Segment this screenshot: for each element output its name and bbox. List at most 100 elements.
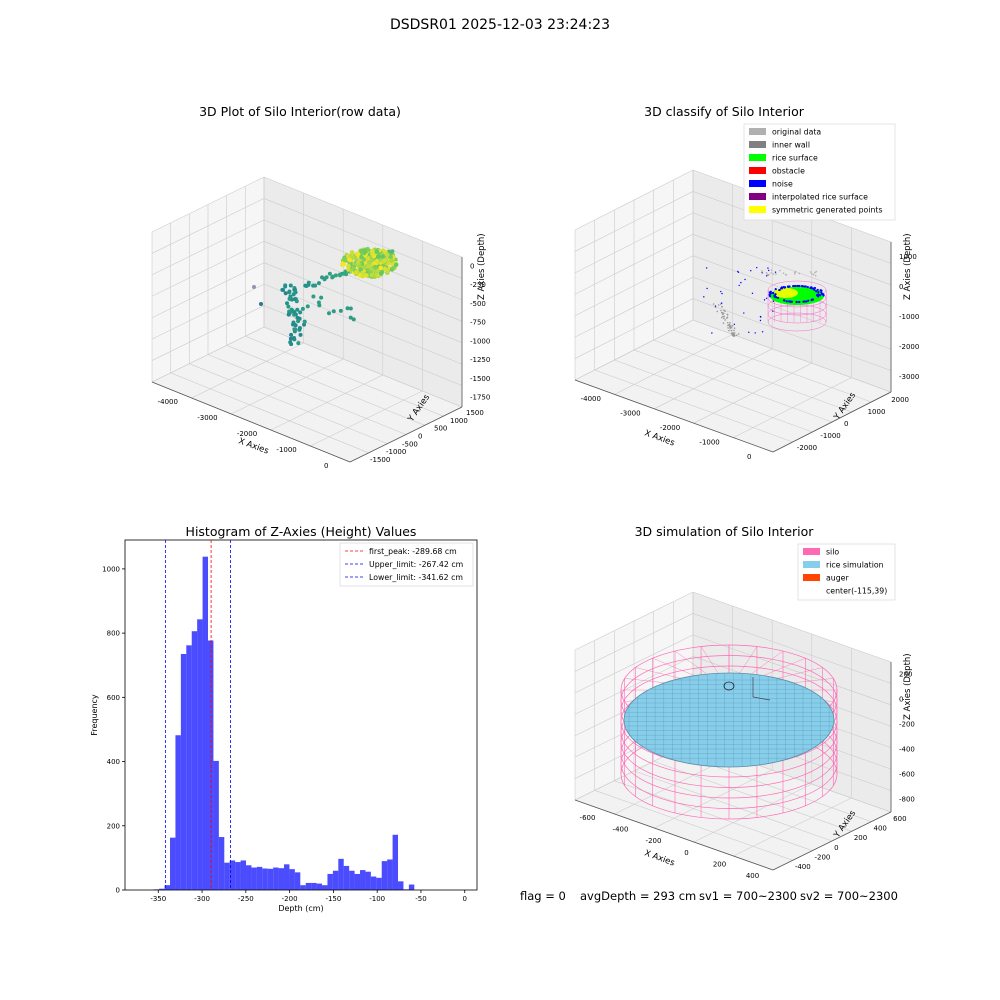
original-point — [815, 270, 817, 273]
data-point — [382, 258, 388, 263]
original-point — [724, 319, 726, 321]
original-point — [770, 269, 773, 271]
noise-point — [706, 287, 708, 290]
noise-point — [820, 291, 823, 294]
legend-swatch — [749, 154, 766, 161]
data-point — [289, 332, 294, 337]
data-point — [348, 306, 353, 311]
original-point — [782, 272, 785, 274]
original-point — [765, 271, 768, 274]
grid-line — [263, 326, 463, 408]
original-point — [733, 327, 736, 329]
noise-point — [807, 299, 810, 302]
data-point — [291, 309, 296, 314]
data-point — [252, 285, 256, 289]
original-point — [722, 315, 724, 318]
histogram-bar — [278, 868, 285, 890]
x-axis-line — [574, 379, 774, 453]
y-axis-line — [772, 811, 892, 871]
original-point — [728, 329, 730, 332]
grid-line — [594, 790, 793, 861]
panel-raw-3d: 3D Plot of Silo Interior(row data) -4000 -… — [151, 104, 490, 470]
noise-point — [751, 292, 754, 294]
grid-line — [151, 262, 265, 318]
original-point — [721, 316, 723, 319]
x-tick-label: 0 — [324, 462, 328, 470]
z-tick-label: -1750 — [470, 394, 490, 402]
legend-label: Upper_limit: -267.42 cm — [369, 560, 463, 569]
x-axis-line — [574, 799, 774, 871]
noise-point — [789, 300, 792, 303]
z-tick-label: -2000 — [899, 343, 919, 351]
grid-line — [692, 634, 892, 706]
noise-point — [763, 299, 766, 301]
noise-point — [744, 278, 746, 281]
data-point — [338, 308, 343, 313]
data-point — [351, 317, 356, 322]
panel-title: Histogram of Z-Axies (Height) Values — [186, 524, 417, 539]
panel-title: 3D classify of Silo Interior — [644, 104, 805, 119]
noise-point — [805, 300, 808, 303]
noise-point — [797, 300, 801, 304]
data-point — [286, 312, 291, 317]
original-point — [730, 332, 733, 335]
x-tick-label: -50 — [415, 895, 426, 903]
histogram-bar — [360, 870, 366, 890]
x-tick-label: 0 — [684, 849, 688, 857]
z-axis-label: Z Axies (Depth) — [477, 233, 487, 300]
data-point — [355, 260, 361, 265]
original-point — [737, 333, 740, 335]
legend-label: Lower_limit: -341.62 cm — [369, 573, 463, 582]
grid-line — [692, 191, 892, 264]
y-tick-label: 0 — [418, 433, 422, 441]
z-tick-label: 0 — [899, 696, 903, 704]
noise-point — [754, 332, 756, 334]
noise-point — [785, 300, 788, 303]
sv1-text: sv1 = 700~2300 — [699, 889, 797, 903]
legend-label: center(-115,39) — [826, 587, 887, 596]
legend-label: noise — [772, 180, 793, 189]
noise-point — [738, 284, 740, 287]
z-tick-label: -750 — [470, 319, 486, 327]
data-point — [326, 311, 331, 316]
noise-point — [774, 271, 777, 273]
grid-line — [263, 198, 463, 279]
noise-point — [803, 285, 806, 288]
original-point — [717, 304, 720, 306]
grid-line — [692, 298, 892, 371]
noise-point — [756, 266, 758, 269]
data-point — [327, 271, 332, 276]
data-point — [380, 254, 385, 259]
x-tick-label: 0 — [747, 453, 751, 461]
data-point — [340, 271, 345, 276]
noise-point — [815, 293, 819, 297]
x-tick-label: -350 — [150, 895, 166, 903]
histogram-bar — [300, 885, 306, 890]
original-point — [726, 313, 729, 316]
histogram-bar — [322, 885, 328, 890]
grid-line — [574, 234, 694, 295]
x-tick-label: -3000 — [197, 414, 217, 422]
original-point — [723, 315, 725, 318]
grid-line — [151, 219, 265, 276]
x-tick-label: 400 — [746, 872, 759, 880]
histogram-bar — [365, 871, 371, 890]
data-point — [288, 336, 293, 341]
data-point — [295, 307, 300, 312]
histogram-bar — [338, 858, 344, 890]
grid-line — [263, 176, 463, 258]
grid-line — [633, 349, 833, 423]
noise-point — [772, 310, 774, 312]
noise-point — [720, 290, 722, 293]
original-point — [727, 324, 729, 327]
y-tick-label: 2000 — [891, 396, 909, 404]
data-point — [354, 269, 359, 275]
legend: silo rice simulation auger center(-115,39) — [797, 543, 896, 601]
histogram-bar — [159, 888, 165, 890]
original-point — [733, 334, 736, 337]
y-axis-line — [772, 391, 892, 453]
original-point — [729, 325, 732, 327]
z-tick-label: -400 — [899, 746, 915, 754]
grid-line — [207, 354, 407, 435]
histogram-bar — [376, 877, 382, 890]
